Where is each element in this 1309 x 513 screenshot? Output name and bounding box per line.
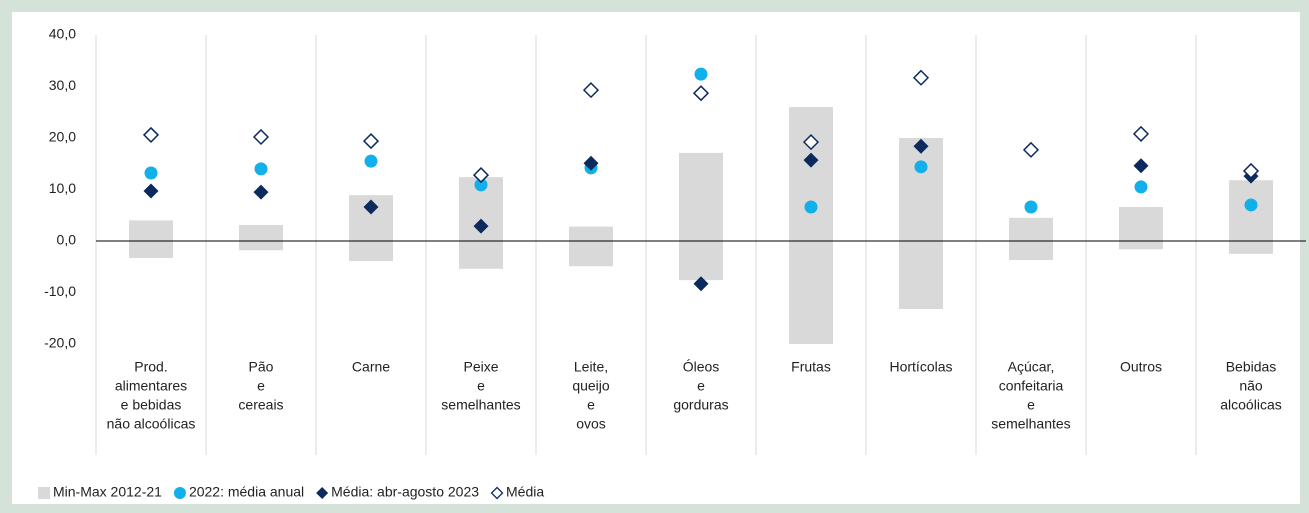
dot <box>694 67 708 81</box>
open-diamond <box>252 128 270 146</box>
y-tick-label: 40,0 <box>49 26 76 42</box>
diamond <box>913 138 929 154</box>
open-diamond <box>912 69 930 86</box>
diamond <box>803 152 819 168</box>
x-tick-label: queijo <box>572 378 610 394</box>
y-tick-label: 10,0 <box>49 180 76 196</box>
dot <box>1134 180 1148 194</box>
range-bar <box>679 152 723 281</box>
open-diamond <box>472 167 490 184</box>
legend-label: Min-Max 2012-21 <box>53 484 162 500</box>
y-tick-label: 30,0 <box>49 77 76 93</box>
legend-swatch <box>490 486 504 500</box>
range-bar <box>1119 207 1163 250</box>
y-tick-label: -10,0 <box>44 283 76 299</box>
x-tick-label: Peixe <box>463 359 498 375</box>
dot <box>1024 200 1038 214</box>
diamond <box>363 199 379 215</box>
dot <box>1244 198 1258 212</box>
x-tick-label: semelhantes <box>441 397 520 413</box>
open-diamond <box>1132 125 1150 142</box>
x-tick-label: não alcoólicas <box>107 416 196 432</box>
diamond <box>693 276 709 292</box>
x-tick-label: semelhantes <box>991 416 1070 432</box>
range-bar <box>1229 180 1273 254</box>
range-bar <box>129 220 173 258</box>
range-bar <box>569 226 613 267</box>
x-tick-label: Outros <box>1120 359 1162 375</box>
diamond <box>1133 158 1149 174</box>
x-tick-label: Óleos <box>683 359 720 375</box>
dot <box>364 154 378 168</box>
x-tick-label: Prod. <box>134 359 167 375</box>
legend-label: 2022: média anual <box>189 484 304 500</box>
x-tick-label: e bebidas <box>121 397 182 413</box>
dot <box>144 166 158 180</box>
x-tick-label: Bebidas <box>1226 359 1277 375</box>
open-diamond <box>1242 162 1260 180</box>
x-tick-label: Hortícolas <box>889 359 952 375</box>
y-tick-label: 20,0 <box>49 129 76 145</box>
x-tick-label: e <box>257 378 265 394</box>
x-tick-label: cereais <box>238 397 283 413</box>
open-diamond <box>582 82 600 99</box>
dot <box>914 160 928 174</box>
x-tick-label: alimentares <box>115 378 187 394</box>
x-tick-label: gorduras <box>673 397 728 413</box>
x-tick-label: alcoólicas <box>1220 397 1281 413</box>
open-diamond <box>362 133 380 150</box>
x-tick-label: Carne <box>352 359 390 375</box>
x-tick-label: Leite, <box>574 359 608 375</box>
legend-label: Média: abr-agosto 2023 <box>331 484 479 500</box>
y-tick-label: -20,0 <box>44 335 76 351</box>
dot <box>254 162 268 176</box>
legend-swatch <box>38 487 50 499</box>
panel <box>12 12 1300 504</box>
diamond <box>143 183 159 199</box>
diamond <box>473 218 489 234</box>
open-diamond <box>692 85 710 102</box>
x-tick-label: e <box>1027 397 1035 413</box>
dot <box>474 178 488 192</box>
x-tick-label: Pão <box>249 359 274 375</box>
range-bar <box>1009 217 1053 261</box>
range-bar <box>239 225 283 251</box>
x-tick-label: confeitaria <box>999 378 1064 394</box>
x-tick-label: e <box>697 378 705 394</box>
x-tick-label: Frutas <box>791 359 831 375</box>
legend-label: Média <box>506 484 544 500</box>
diamond <box>583 155 599 171</box>
x-tick-label: ovos <box>576 416 606 432</box>
open-diamond <box>1022 141 1040 158</box>
x-tick-label: não <box>1239 378 1263 394</box>
open-diamond <box>802 134 820 151</box>
x-tick-label: e <box>477 378 485 394</box>
dot <box>804 200 818 214</box>
x-tick-label: e <box>587 397 595 413</box>
legend-swatch <box>316 487 329 499</box>
y-tick-label: 0,0 <box>57 232 77 248</box>
x-tick-label: Açúcar, <box>1008 359 1055 375</box>
open-diamond <box>142 126 160 143</box>
legend-swatch <box>173 487 186 499</box>
diamond <box>253 184 269 200</box>
